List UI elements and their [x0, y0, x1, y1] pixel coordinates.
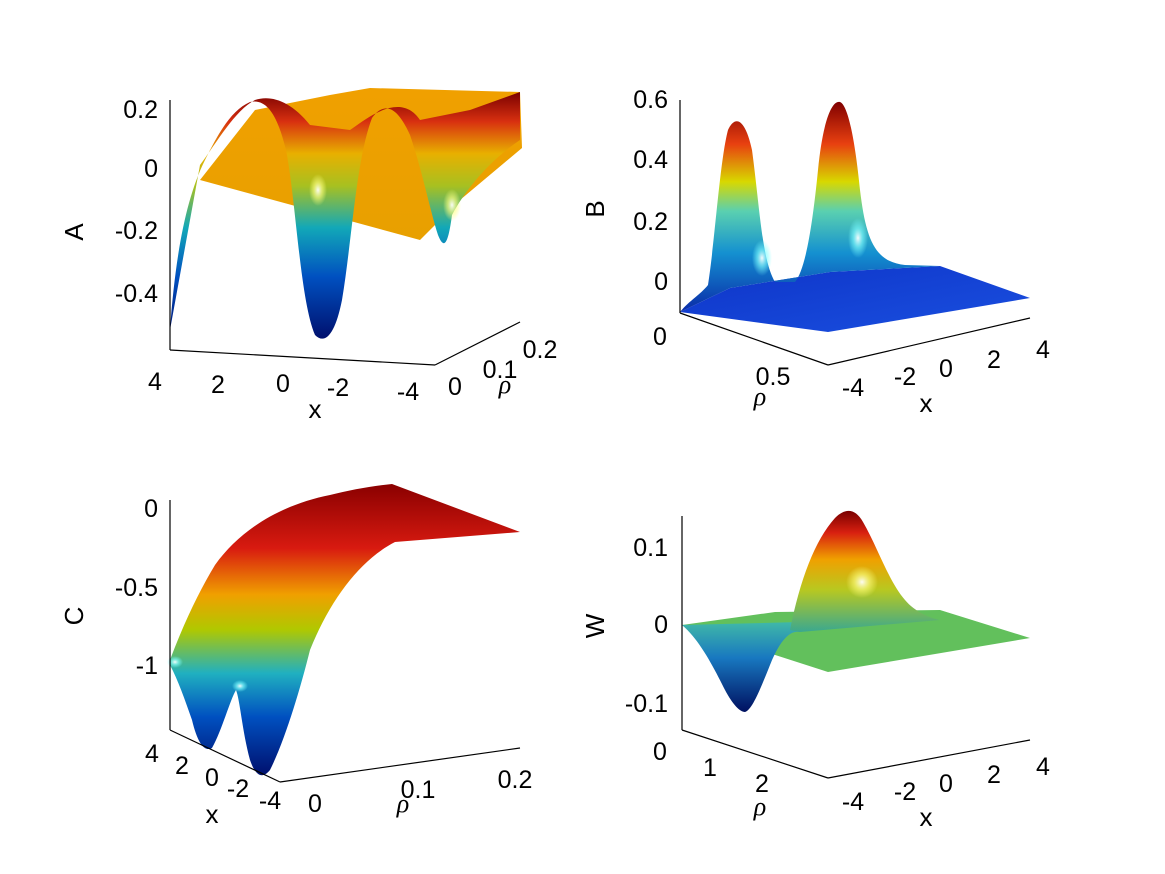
c-zlabel: C [59, 607, 89, 626]
w-xtick-3: 2 [987, 761, 1001, 789]
c-xlabel: x [206, 799, 219, 829]
a-xlabel: x [309, 394, 322, 424]
panel-c: 0 -0.5 -1 C 4 2 0 -2 -4 x 0 0.1 0.2 ρ [59, 484, 532, 829]
c-ztick-2: -1 [136, 652, 158, 680]
w-rtick-0: 0 [653, 738, 667, 766]
c-rtick-1: 0.1 [401, 776, 436, 804]
w-xtick-1: -2 [894, 778, 916, 806]
b-ztick-3: 0 [654, 268, 668, 296]
b-ztick-2: 0.2 [633, 208, 668, 236]
c-xtick-3: -2 [227, 775, 249, 803]
b-xtick-1: -2 [894, 363, 916, 391]
w-rtick-1: 1 [703, 754, 717, 782]
b-ztick-1: 0.4 [633, 146, 668, 174]
c-xtick-1: 2 [175, 752, 189, 780]
a-xtick-3: -2 [327, 374, 349, 402]
a-ztick-3: -0.4 [115, 280, 158, 308]
a-xtick-4: -4 [397, 378, 419, 406]
b-xtick-0: -4 [842, 374, 864, 402]
a-ztick-2: -0.2 [115, 217, 158, 245]
highlight-c-1 [167, 656, 183, 668]
w-ztick-1: 0 [654, 611, 668, 639]
w-ztick-0: 0.1 [633, 534, 668, 562]
c-rtick-0: 0 [308, 790, 322, 818]
b-rtick-1: 0.5 [756, 363, 791, 391]
a-rtick-0: 0 [448, 373, 462, 401]
panel-b: 0.6 0.4 0.2 0 B 0 0.5 ρ -4 -2 0 2 4 x [580, 86, 1050, 418]
b-xtick-3: 2 [987, 346, 1001, 374]
b-xtick-4: 4 [1036, 336, 1050, 364]
a-xtick-0: 4 [148, 368, 162, 396]
panel-w: 0.1 0 -0.1 W 0 1 2 ρ -4 -2 0 2 4 x [580, 510, 1050, 832]
surface-c [170, 484, 520, 776]
w-xtick-0: -4 [842, 788, 864, 816]
b-ztick-0: 0.6 [633, 86, 668, 114]
highlight-w-1 [846, 566, 878, 598]
c-ztick-1: -0.5 [115, 574, 158, 602]
w-zlabel: W [580, 613, 610, 638]
w-xtick-2: 0 [939, 770, 953, 798]
panel-a: 0.2 0 -0.2 -0.4 A 4 2 0 -2 -4 x 0 0.1 0.… [59, 88, 557, 424]
c-rtick-2: 0.2 [498, 766, 533, 794]
surface-b [680, 101, 940, 312]
a-ztick-0: 0.2 [123, 96, 158, 124]
b-ylabel: ρ [753, 382, 766, 411]
w-ztick-2: -0.1 [625, 690, 668, 718]
w-xlabel: x [920, 802, 933, 832]
b-rtick-0: 0 [653, 323, 667, 351]
w-ylabel: ρ [753, 792, 766, 821]
highlight-a-1 [309, 174, 327, 206]
w-xtick-4: 4 [1036, 753, 1050, 781]
highlight-b-2 [848, 218, 868, 258]
c-xtick-2: 0 [205, 764, 219, 792]
a-zlabel: A [59, 223, 89, 241]
a-ztick-1: 0 [144, 155, 158, 183]
a-ylabel: ρ [498, 370, 511, 399]
a-rtick-1: 0.1 [483, 356, 518, 384]
surface-b-floor [680, 266, 1030, 332]
a-xtick-2: 0 [276, 370, 290, 398]
w-rtick-2: 2 [755, 770, 769, 798]
highlight-a-2 [443, 189, 461, 221]
highlight-c-2 [232, 680, 248, 692]
c-ylabel: ρ [396, 789, 409, 818]
c-xtick-4: -4 [259, 787, 281, 815]
surface-a [170, 92, 520, 339]
a-rtick-2: 0.2 [523, 336, 558, 364]
surface-w-dip [682, 622, 800, 712]
b-zlabel: B [580, 200, 610, 217]
c-ztick-0: 0 [144, 495, 158, 523]
b-xtick-2: 0 [939, 355, 953, 383]
a-xtick-1: 2 [211, 371, 225, 399]
b-xlabel: x [920, 388, 933, 418]
c-xtick-0: 4 [145, 740, 159, 768]
highlight-b-1 [752, 240, 772, 276]
